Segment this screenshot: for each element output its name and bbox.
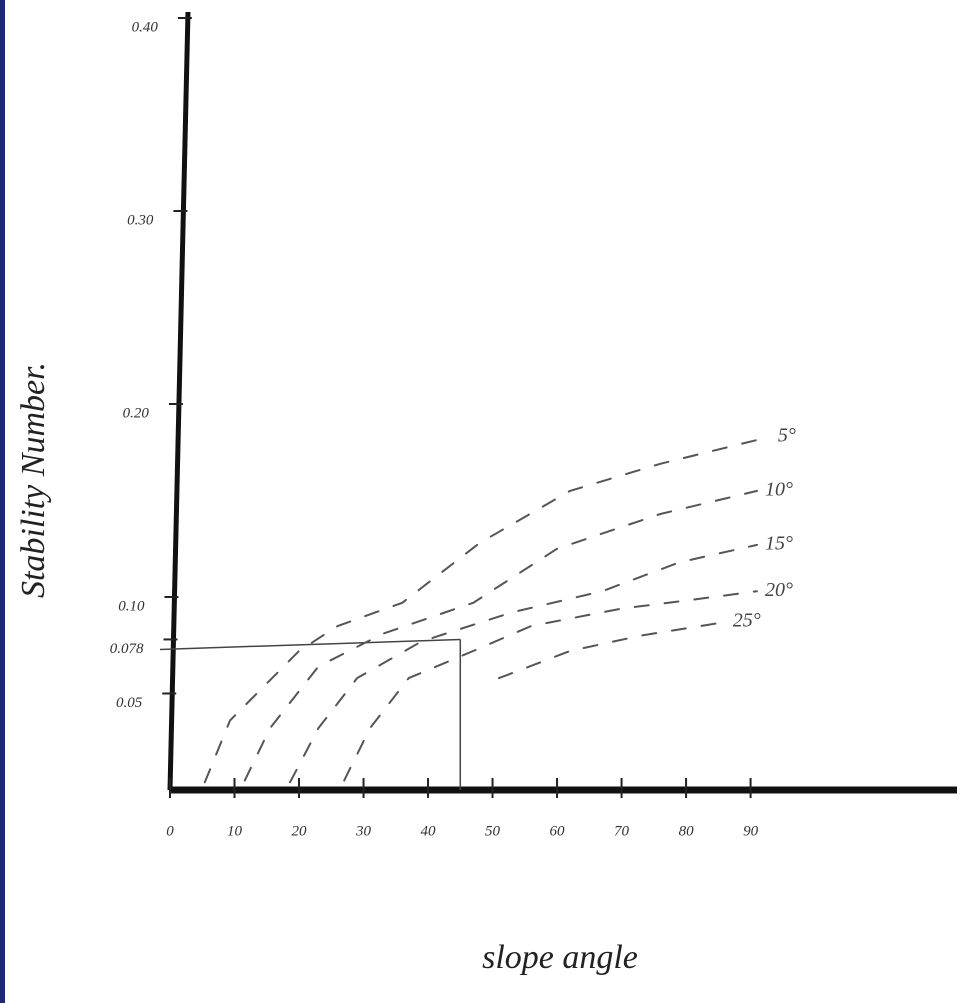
curve [289,543,758,784]
x-axis-label: slope angle [482,939,638,976]
y-tick-label: 0.10 [118,598,145,614]
x-tick-label: 50 [485,823,501,839]
y-tick-label: 0.40 [132,19,159,35]
x-tick-label: 10 [227,823,243,839]
curve-label: 25° [733,610,761,632]
curve-label: 5° [778,424,796,446]
x-tick-label: 30 [355,823,372,839]
x-tick-label: 0 [166,823,174,839]
curve-label: 15° [765,532,793,554]
curve [203,435,771,784]
y-tick-label: 0.30 [127,212,154,228]
x-tick-label: 70 [614,823,630,839]
y-axis [167,11,191,791]
y-tick-label: 0.05 [116,695,143,711]
x-tick-label: 60 [550,823,566,839]
x-tick-label: 40 [421,823,437,839]
curve-label: 20° [765,579,793,601]
reference-horizontal [159,638,461,651]
curve [243,489,758,782]
y-axis-label: Stability Number. [15,362,52,598]
y-tick-label: 0.20 [123,405,150,421]
curve [498,621,726,680]
page-border [0,0,5,1003]
y-tick-label: 0.078 [110,641,144,657]
x-tick-label: 90 [743,823,759,839]
curve [343,590,758,782]
x-tick-label: 20 [292,823,308,839]
curve-label: 10° [765,478,793,500]
x-tick-label: 80 [679,823,695,839]
